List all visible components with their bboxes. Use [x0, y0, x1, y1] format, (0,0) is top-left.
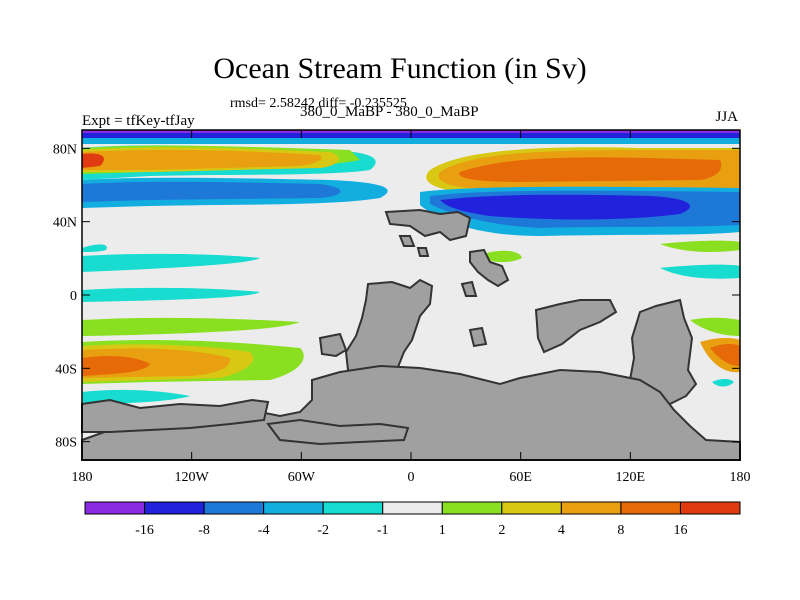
band-top-cyan — [82, 138, 740, 144]
experiment-label: Expt = tfKey-tfJay — [82, 113, 195, 129]
x-tick-label: 180 — [730, 470, 751, 485]
region-nw-orange — [82, 149, 322, 170]
colorbar-box — [322, 501, 384, 515]
y-tick-label: 40N — [53, 216, 77, 231]
land-arabia — [469, 248, 510, 288]
y-axis: 80N 40N 0 40S 80S — [53, 142, 740, 451]
land-south-america-top — [318, 332, 348, 358]
x-axis: 180 120W 60W 0 60E 120E 180 — [72, 130, 751, 485]
colorbar-box — [382, 501, 443, 515]
land-india — [460, 280, 478, 297]
land-antarctic-shelf — [266, 418, 410, 446]
land-europe — [384, 208, 472, 242]
chart-title: Ocean Stream Function (in Sv) — [213, 52, 587, 85]
region-nw-red — [82, 153, 104, 168]
colorbar-box — [560, 501, 622, 515]
comparison-label: 380_0_MaBP - 380_0_MaBP — [300, 104, 479, 120]
colorbar-box — [620, 501, 681, 515]
land-island-a — [398, 235, 416, 247]
region-se-red — [710, 344, 740, 366]
colorbar-box — [441, 501, 503, 515]
region-trop-right-green — [660, 240, 740, 252]
region-ne-dark-blue — [440, 194, 690, 220]
colorbar-label: 2 — [498, 523, 505, 538]
x-tick-label: 180 — [72, 470, 93, 485]
region-trop-green — [480, 250, 522, 263]
colorbar-label: 8 — [617, 523, 624, 538]
region-sub-right-green — [690, 317, 740, 336]
region-trop-cyan — [82, 244, 107, 252]
season-label: JJA — [715, 109, 738, 125]
region-sub-green — [82, 317, 300, 336]
y-tick-label: 0 — [70, 289, 77, 304]
colorbar-box — [263, 501, 324, 515]
plot-area — [81, 129, 741, 461]
colorbar-box — [144, 501, 205, 515]
region-sw-dark-orange — [82, 356, 150, 376]
colorbar-label: 1 — [439, 523, 446, 538]
x-tick-label: 120E — [616, 470, 646, 485]
region-trop-right-cyan — [660, 264, 740, 279]
region-se-cyan — [712, 379, 734, 387]
y-tick-label: 80N — [53, 142, 77, 157]
land-masses — [81, 208, 741, 461]
stats-text: rmsd= 2.58242 diff= -0.235525 — [230, 96, 407, 111]
land-antarctic-ridge — [81, 398, 270, 433]
colorbar-label: -1 — [377, 523, 389, 538]
colorbar-box — [501, 501, 562, 515]
region-sub-cyan — [82, 287, 260, 302]
land-australia — [628, 298, 698, 406]
land-madagascar — [468, 326, 488, 348]
region-trop-left-cyan — [82, 253, 260, 272]
land-maritime-asia — [534, 299, 618, 354]
x-tick-label: 60W — [288, 470, 316, 485]
land-africa — [344, 278, 434, 382]
x-tick-label: 0 — [408, 470, 415, 485]
colorbar-label: 4 — [558, 523, 565, 538]
x-tick-label: 120W — [175, 470, 210, 485]
region-nw-dark-blue — [82, 181, 341, 202]
x-tick-label: 60E — [509, 470, 532, 485]
colorbar-box — [203, 501, 265, 515]
land-island-b — [416, 247, 430, 257]
colorbar-label: -8 — [198, 523, 210, 538]
colorbar-box — [84, 501, 146, 515]
colorbar-box — [679, 501, 741, 515]
y-tick-label: 40S — [55, 362, 77, 377]
region-ne-dark-orange — [459, 157, 722, 182]
colorbar-label: -2 — [317, 523, 329, 538]
y-tick-label: 80S — [55, 436, 77, 451]
colorbar-label: 16 — [673, 523, 687, 538]
colorbar-label: -16 — [135, 523, 154, 538]
colorbar: -16 -8 -4 -2 -1 1 2 4 8 16 — [84, 501, 741, 538]
colorbar-label: -4 — [258, 523, 270, 538]
